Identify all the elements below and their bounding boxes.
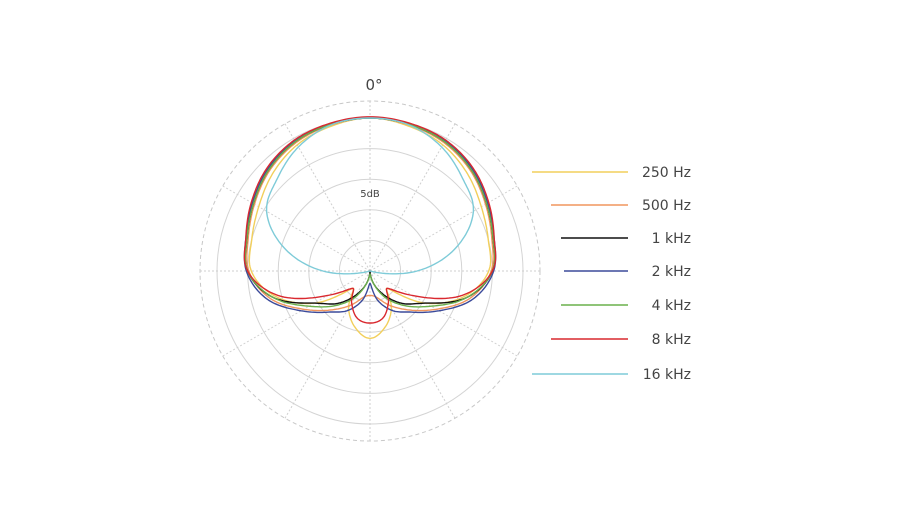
legend-label-500hz: 500 Hz bbox=[642, 198, 691, 214]
grid-spoke bbox=[222, 185, 371, 272]
grid-ring bbox=[277, 178, 463, 364]
legend: 250 Hz 500 Hz 1 kHz 2 kHz 4 kHz 8 kHz 16… bbox=[532, 165, 691, 383]
legend-label-8khz: 8 kHz bbox=[652, 332, 691, 348]
series-curve-8khz bbox=[243, 116, 497, 324]
grid-ring bbox=[338, 239, 402, 303]
legend-label-1khz: 1 kHz bbox=[652, 231, 691, 247]
angle-label-0: 0° bbox=[365, 76, 382, 94]
legend-label-2khz: 2 kHz bbox=[652, 264, 691, 280]
series-curve-2khz bbox=[243, 117, 497, 314]
grid-spoke bbox=[369, 270, 518, 357]
grid-spoke bbox=[284, 270, 371, 419]
grid-spoke bbox=[369, 185, 518, 272]
series-curve-16khz bbox=[265, 117, 475, 275]
scale-label: 5dB bbox=[360, 189, 380, 200]
grid-spoke bbox=[284, 123, 371, 272]
polar-curves bbox=[243, 116, 497, 339]
legend-label-4khz: 4 kHz bbox=[652, 298, 691, 314]
grid-spoke bbox=[369, 270, 456, 419]
legend-label-250hz: 250 Hz bbox=[642, 165, 691, 181]
grid-spoke bbox=[369, 123, 456, 272]
scale-label-bg bbox=[354, 184, 386, 201]
grid-spoke bbox=[222, 270, 371, 357]
legend-label-16khz: 16 kHz bbox=[643, 367, 691, 383]
